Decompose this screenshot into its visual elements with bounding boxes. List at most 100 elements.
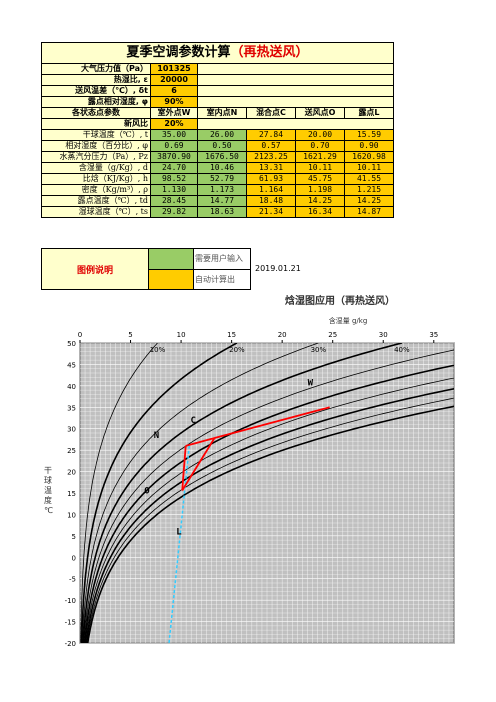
x-axis-label: 含湿量 g/kg [329, 316, 368, 325]
row-value: 10.11 [344, 162, 394, 174]
row-value: 16.34 [295, 206, 345, 218]
row-value: 1620.98 [344, 151, 394, 163]
x-tick-label: 30 [379, 331, 388, 339]
fresh-air-input[interactable]: 20% [150, 118, 198, 130]
y-tick-label: 15 [67, 490, 76, 498]
point-label: N [154, 431, 159, 441]
input-label: 露点相对湿度, φ [41, 96, 151, 108]
row-value: 98.52 [150, 173, 198, 185]
row-value: 24.70 [150, 162, 198, 174]
rh-curve [83, 349, 454, 643]
row-value: 28.45 [150, 195, 198, 207]
fresh-air-label: 新风比 [41, 118, 151, 130]
y-tick-label: 50 [67, 340, 76, 348]
row-label: 含湿量（g/Kg）, d [41, 162, 151, 174]
row-label: 水蒸汽分压力（Pa）, Pz [41, 151, 151, 163]
row-value: 0.90 [344, 140, 394, 152]
legend-title: 图例说明 [41, 248, 149, 290]
column-header: 混合点C [246, 107, 296, 119]
point-label: L [176, 527, 182, 537]
rh-curve [85, 377, 454, 643]
y-tick-label: 0 [72, 554, 76, 562]
rh-curve [82, 343, 403, 643]
table-row: 露点温度（℃）, td 28.45 14.77 18.48 14.25 14.25 [41, 195, 394, 207]
input-label: 热湿比, ε [41, 74, 151, 86]
x-tick-label: 25 [328, 331, 337, 339]
column-header: 送风点O [295, 107, 345, 119]
table-row: 湿球温度（℃）, ts 29.82 18.63 21.34 16.34 14.87 [41, 206, 394, 218]
row-value: 35.00 [150, 129, 198, 141]
y-tick-label: -15 [65, 619, 76, 627]
title-main: 夏季空调参数计算 [126, 45, 231, 60]
column-header: 各状态点参数 [41, 107, 151, 119]
column-header: 室内点N [197, 107, 247, 119]
row-value: 52.79 [197, 173, 247, 185]
row-value: 0.57 [246, 140, 296, 152]
rh-curve [80, 343, 238, 643]
row-value: 14.25 [344, 195, 394, 207]
rh-label: 10% [150, 346, 166, 354]
row-value: 14.25 [295, 195, 345, 207]
psychrometric-chart: 焓湿图应用（再热送风） 含湿量 g/kg 10% 20% 30% 40% 0 5 10 15 20 2… [44, 294, 455, 648]
rh-curve [86, 397, 454, 643]
point-label: W [308, 378, 314, 388]
y-axis-label-char: ℃ [44, 506, 53, 515]
x-tick-label: 35 [429, 331, 438, 339]
input-value[interactable]: 101325 [150, 63, 198, 75]
rh-curve [86, 405, 454, 643]
row-value: 14.77 [197, 195, 247, 207]
column-header: 露点L [344, 107, 394, 119]
rh-label: 40% [394, 346, 410, 354]
row-value: 45.75 [295, 173, 345, 185]
row-value: 14.87 [344, 206, 394, 218]
row-label: 密度（Kg/m³）, ρ [41, 184, 151, 196]
y-tick-label: 40 [67, 383, 76, 391]
row-value: 41.55 [344, 173, 394, 185]
process-line [181, 437, 216, 491]
row-value: 1.164 [246, 184, 296, 196]
input-label: 大气压力值（Pa） [41, 63, 151, 75]
table-row: 干球温度（℃）, t 35.00 26.00 27.84 20.00 15.59 [41, 129, 394, 141]
rh-curve [80, 343, 158, 643]
rh-curve [83, 364, 454, 643]
row-label: 湿球温度（℃）, ts [41, 206, 151, 218]
y-tick-label: 10 [67, 511, 76, 519]
chart-title: 焓湿图应用（再热送风） [285, 294, 395, 307]
legend-orange-text: 自动计算出 [193, 268, 251, 290]
title-sub: （再热送风） [230, 45, 309, 60]
input-label: 送风温差（℃）, δt [41, 85, 151, 97]
row-value: 21.34 [246, 206, 296, 218]
y-tick-label: 45 [67, 361, 76, 369]
row-value: 20.00 [295, 129, 345, 141]
y-tick-label: 20 [67, 469, 76, 477]
legend-green-text: 需要用户输入 [193, 248, 251, 270]
row-value: 3870.90 [150, 151, 198, 163]
row-value: 1621.29 [295, 151, 345, 163]
row-value: 29.82 [150, 206, 198, 218]
input-value[interactable]: 20000 [150, 74, 198, 86]
calc-table: 夏季空调参数计算（再热送风） 大气压力值（Pa） 101325 热湿比, ε 2… [41, 42, 394, 218]
y-tick-label: 5 [72, 533, 76, 541]
row-value: 0.70 [295, 140, 345, 152]
row-value: 15.59 [344, 129, 394, 141]
table-row: 相对湿度（百分比）, φ 0.69 0.50 0.57 0.70 0.90 [41, 140, 394, 152]
input-value[interactable]: 90% [150, 96, 198, 108]
point-label: C [191, 416, 196, 426]
sheet-title: 夏季空调参数计算（再热送风） [41, 42, 394, 64]
row-value: 26.00 [197, 129, 247, 141]
y-tick-label: 25 [67, 447, 76, 455]
x-tick-label: 15 [227, 331, 236, 339]
rh-curve [81, 343, 319, 643]
rh-label: 30% [311, 346, 327, 354]
legend-green-swatch [148, 248, 194, 270]
y-axis-label-char: 球 [44, 475, 52, 485]
rh-label: 20% [229, 346, 245, 354]
row-label: 比焓（KJ/Kg）, h [41, 173, 151, 185]
row-label: 干球温度（℃）, t [41, 129, 151, 141]
x-tick-label: 5 [128, 331, 132, 339]
row-value: 1.130 [150, 184, 198, 196]
row-value: 10.46 [197, 162, 247, 174]
input-value[interactable]: 6 [150, 85, 198, 97]
y-tick-label: 35 [67, 404, 76, 412]
y-tick-label: -20 [65, 640, 76, 648]
